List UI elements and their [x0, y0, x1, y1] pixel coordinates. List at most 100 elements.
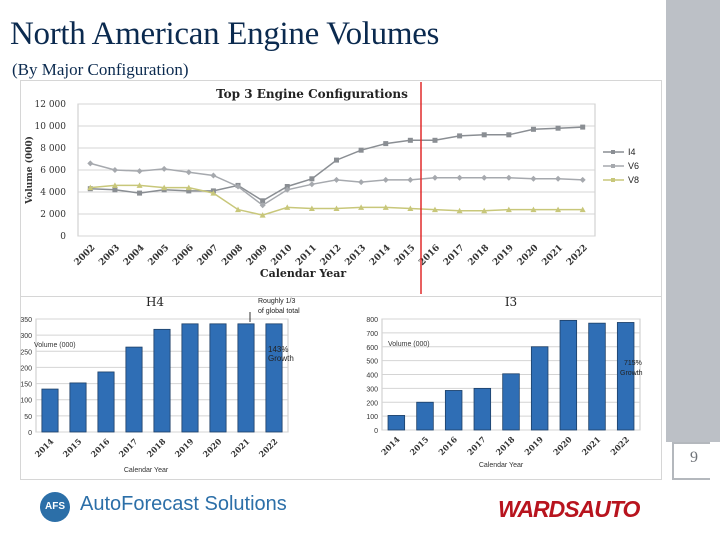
line-x-tick-label: 2011 — [294, 243, 319, 268]
i3-bar — [387, 415, 406, 431]
h4-bar — [125, 346, 143, 433]
line-point — [161, 184, 168, 191]
line-point — [407, 205, 414, 211]
h4-y-axis-title: Volume (000) — [34, 342, 76, 349]
line-point — [530, 175, 537, 182]
line-x-tick-label: 2014 — [368, 243, 393, 268]
line-point — [505, 206, 512, 213]
h4-x-tick-label: 2019 — [173, 436, 196, 459]
i3-y-tick-label: 0 — [374, 428, 378, 435]
line-point — [358, 147, 364, 153]
line-y-tick-label: 6 000 — [40, 166, 66, 176]
line-x-tick-label: 2004 — [122, 243, 147, 268]
h4-x-tick-label: 2018 — [145, 436, 168, 459]
line-x-tick-label: 2017 — [442, 243, 467, 268]
i3-bar — [502, 373, 520, 431]
i3-bar — [444, 390, 463, 431]
line-point — [383, 141, 389, 147]
line-x-tick-label: 2008 — [220, 243, 245, 268]
line-point — [481, 132, 487, 138]
line-point — [260, 198, 266, 204]
i3-y-tick-label: 500 — [366, 359, 378, 366]
i3-y-tick-label: 800 — [366, 317, 378, 324]
line-point — [259, 202, 266, 209]
line-point — [382, 204, 389, 210]
h4-annotation-growth: 143% — [268, 345, 288, 354]
line-x-tick-label: 2007 — [196, 243, 221, 268]
slide-title: North American Engine Volumes — [10, 16, 440, 52]
line-point — [407, 137, 413, 143]
line-point — [210, 172, 217, 179]
line-point — [186, 188, 192, 194]
i3-x-tick-label: 2015 — [408, 434, 431, 457]
i3-y-tick-label: 700 — [366, 331, 378, 338]
h4-bar — [265, 323, 283, 433]
slide-subtitle: (By Major Configuration) — [12, 60, 189, 79]
i3-x-tick-label: 2016 — [436, 434, 459, 457]
h4-annotation-global-2: of global total — [258, 308, 300, 315]
i3-annotation-growth: 715% — [624, 360, 642, 367]
line-x-tick-label: 2013 — [343, 243, 368, 268]
h4-annotation-growth-2: Growth — [268, 354, 294, 363]
afs-logo-icon: AFS — [40, 492, 70, 522]
h4-y-tick-label: 0 — [28, 430, 32, 437]
line-point — [136, 182, 143, 188]
h4-bar — [181, 323, 199, 433]
i3-y-tick-label: 600 — [366, 345, 378, 352]
line-point — [579, 176, 586, 183]
h4-bar — [97, 371, 115, 433]
line-y-tick-label: 4 000 — [40, 188, 66, 198]
line-point — [333, 176, 340, 183]
line-x-tick-label: 2020 — [516, 243, 541, 268]
i3-x-tick-label: 2021 — [580, 434, 603, 457]
i3-bar — [416, 401, 434, 431]
afs-logo-text: AutoForecast Solutions — [80, 493, 287, 515]
h4-bar — [69, 382, 87, 433]
i3-x-axis-title: Calendar Year — [479, 462, 524, 469]
h4-y-tick-label: 200 — [20, 365, 32, 372]
line-point — [456, 174, 463, 181]
line-point — [481, 174, 488, 181]
line-y-tick-label: 12 000 — [35, 100, 67, 110]
h4-bar — [209, 323, 227, 433]
i3-x-tick-label: 2019 — [522, 434, 545, 457]
line-point — [87, 160, 94, 167]
line-point — [505, 174, 512, 181]
i3-x-tick-label: 2022 — [608, 434, 631, 457]
line-point — [555, 175, 562, 182]
line-y-tick-label: 8 000 — [40, 144, 66, 154]
h4-y-tick-label: 100 — [20, 398, 32, 405]
i3-bar — [616, 322, 635, 431]
h4-y-tick-label: 50 — [24, 414, 32, 421]
line-x-axis-title: Calendar Year — [260, 267, 347, 280]
h4-bar — [237, 323, 255, 433]
i3-y-tick-label: 300 — [366, 386, 378, 393]
i3-chart-title: I3 — [505, 295, 517, 309]
line-point — [87, 184, 94, 191]
i3-x-tick-label: 2017 — [465, 434, 488, 457]
line-point — [530, 126, 536, 132]
line-x-tick-label: 2006 — [171, 243, 196, 268]
i3-x-tick-label: 2014 — [379, 434, 402, 457]
line-point — [407, 176, 414, 183]
h4-y-tick-label: 250 — [20, 349, 32, 356]
line-x-tick-label: 2009 — [245, 243, 270, 268]
h4-y-tick-label: 350 — [20, 317, 32, 324]
i3-bar — [530, 346, 549, 431]
line-point — [111, 182, 118, 188]
line-point — [456, 207, 463, 214]
legend-label-v6: V6 — [628, 161, 639, 171]
line-point — [111, 167, 118, 173]
line-y-tick-label: 10 000 — [35, 122, 67, 132]
legend-marker-v6 — [611, 164, 615, 168]
h4-x-tick-label: 2021 — [229, 436, 252, 459]
line-point — [235, 183, 242, 190]
line-x-tick-label: 2022 — [565, 243, 590, 268]
line-point — [112, 187, 118, 193]
line-point — [457, 133, 463, 139]
i3-bar — [559, 319, 578, 431]
line-point — [284, 186, 291, 193]
legend-label-v8: V8 — [628, 175, 639, 185]
i3-annotation-growth-2: Growth — [620, 370, 643, 377]
i3-y-tick-label: 200 — [366, 400, 378, 407]
